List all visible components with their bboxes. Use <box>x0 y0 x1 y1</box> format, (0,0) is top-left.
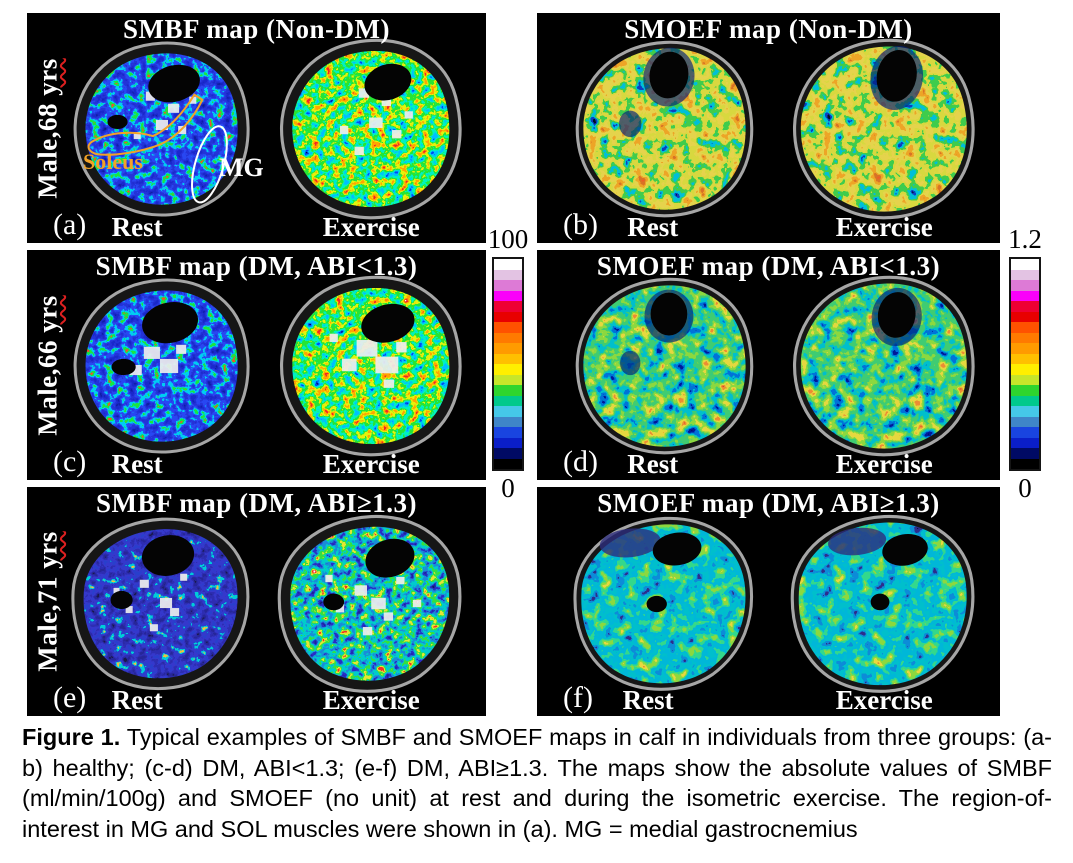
panel-b: SMOEF map (Non-DM) (b) <box>537 13 1000 243</box>
exercise-label: Exercise <box>835 685 933 715</box>
calf-map-rest <box>73 41 250 217</box>
subject-name: Male,68 <box>32 95 63 199</box>
panel-d: SMOEF map (DM, ABI<1.3) (d) <box>537 250 1000 480</box>
panel-c: SMBF map (DM, ABI<1.3) Male,66 yrs <box>27 250 486 480</box>
soleus-roi-outline <box>87 93 204 156</box>
colorbar-smoef: 1.2 0 <box>1001 224 1049 504</box>
panel-e: SMBF map (DM, ABI≥1.3) Male,71 yrs <box>27 487 486 716</box>
calf-map-rest <box>575 277 754 455</box>
calf-map-exercise <box>277 514 462 693</box>
calf-map-rest <box>573 516 754 691</box>
panel-letter: (d) <box>563 445 598 478</box>
exercise-label: Exercise <box>322 685 420 715</box>
exercise-label: Exercise <box>835 449 933 479</box>
subject-unit: yrs <box>32 531 63 569</box>
colorbar-smbf-scale <box>492 257 524 471</box>
mg-label: MG <box>219 153 264 182</box>
calf-map-rest <box>71 517 250 690</box>
subject-unit: yrs <box>32 294 63 333</box>
panel-letter: (c) <box>53 445 87 478</box>
rest-label: Rest <box>627 449 679 479</box>
calf-map-rest <box>575 40 754 218</box>
calf-map-exercise <box>280 38 462 220</box>
exercise-label: Exercise <box>322 449 420 479</box>
rest-label: Rest <box>111 685 163 715</box>
panel-a: SMBF map (Non-DM) Male,68 yrs <box>27 13 486 243</box>
exercise-label: Exercise <box>835 212 933 242</box>
rest-label: Rest <box>111 212 163 242</box>
calf-map-exercise <box>793 38 975 220</box>
colorbar-smbf: 100 0 <box>484 224 532 504</box>
panel-title: SMBF map (Non-DM) <box>123 14 390 44</box>
figure-caption: Figure 1. Typical examples of SMBF and S… <box>22 722 1052 844</box>
panel-letter: (f) <box>563 681 593 714</box>
calf-map-exercise <box>280 275 462 457</box>
panel-title: SMOEF map (Non-DM) <box>624 14 913 44</box>
colorbar-smbf-max-label: 100 <box>487 224 529 254</box>
panel-letter: (e) <box>53 681 87 714</box>
subject-name: Male,66 <box>32 332 63 436</box>
rest-label: Rest <box>627 212 679 242</box>
colorbar-smoef-min-label: 0 <box>1018 473 1032 503</box>
calf-map-rest <box>73 278 250 454</box>
subject-name: Male,71 <box>32 568 63 672</box>
panel-letter: (a) <box>53 208 87 241</box>
colorbar-smoef-max-label: 1.2 <box>1008 224 1042 254</box>
exercise-label: Exercise <box>322 212 420 242</box>
rest-label: Rest <box>111 449 163 479</box>
panel-letter: (b) <box>563 208 598 241</box>
panel-title: SMBF map (DM, ABI≥1.3) <box>95 488 418 518</box>
panel-title: SMOEF map (DM, ABI≥1.3) <box>597 488 940 518</box>
calf-map-exercise <box>790 514 975 693</box>
caption-text: Typical examples of SMBF and SMOEF maps … <box>22 724 1053 842</box>
panel-title: SMBF map (DM, ABI<1.3) <box>95 251 418 281</box>
mg-roi-outline <box>191 125 228 204</box>
colorbar-smoef-scale <box>1009 257 1041 471</box>
subject-unit: yrs <box>32 57 63 96</box>
colorbar-smbf-min-label: 0 <box>501 473 515 503</box>
soleus-label: Soleus <box>83 149 143 174</box>
rest-label: Rest <box>622 685 674 715</box>
panel-title: SMOEF map (DM, ABI<1.3) <box>596 251 941 281</box>
calf-map-exercise <box>793 275 975 457</box>
panel-f: SMOEF map (DM, ABI≥1.3) <box>537 487 1000 716</box>
caption-figure-label: Figure 1. <box>22 724 121 750</box>
